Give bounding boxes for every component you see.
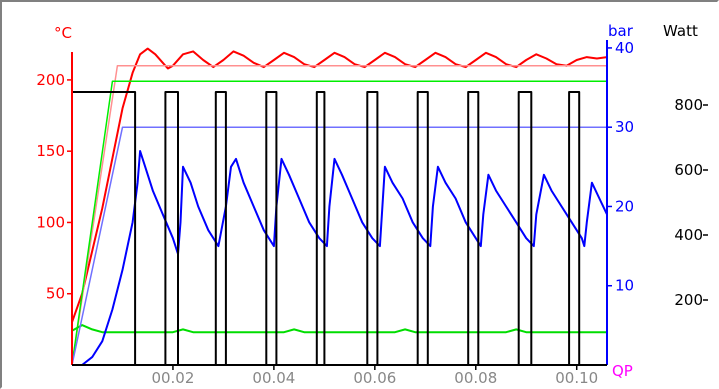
pressure-axis-label: bar [608,22,634,40]
axis-layer [71,40,608,366]
temperature-tick-label: 50 [46,285,65,303]
series-line-4 [71,324,607,334]
x-tick-label: 00.06 [353,369,396,387]
pressure-tick-label: 20 [615,197,634,215]
series-layer [71,47,608,366]
temperature-tick-label: 150 [36,142,65,160]
power-tick-label: 400 [674,226,703,244]
power-tick-label: 200 [674,291,703,309]
pressure-tick-label: 30 [615,118,634,136]
x-tick-label: 00.08 [454,369,497,387]
series-line-2 [71,64,607,366]
power-tick-label: 600 [674,161,703,179]
temperature-tick-label: 200 [36,71,65,89]
label-layer: °C bar Watt QP 50 100 150 200 10 20 30 40 200 400… [36,22,708,387]
temperature-tick-label: 100 [36,213,65,231]
pressure-tick-label: 10 [615,277,634,295]
x-tick-label: 00.02 [151,369,194,387]
power-tick-label: 800 [674,96,703,114]
x-tick-label: 00.10 [555,369,598,387]
series-line-5 [72,150,608,366]
pressure-tick-label: 40 [615,39,634,57]
series-line-3 [71,80,607,366]
temperature-axis-label: °C [54,24,72,42]
power-axis-label: Watt [663,22,698,40]
series-line-6 [71,126,607,366]
series-line-1 [71,47,608,323]
qp-axis-label: QP [612,362,633,380]
x-tick-label: 00.04 [252,369,295,387]
